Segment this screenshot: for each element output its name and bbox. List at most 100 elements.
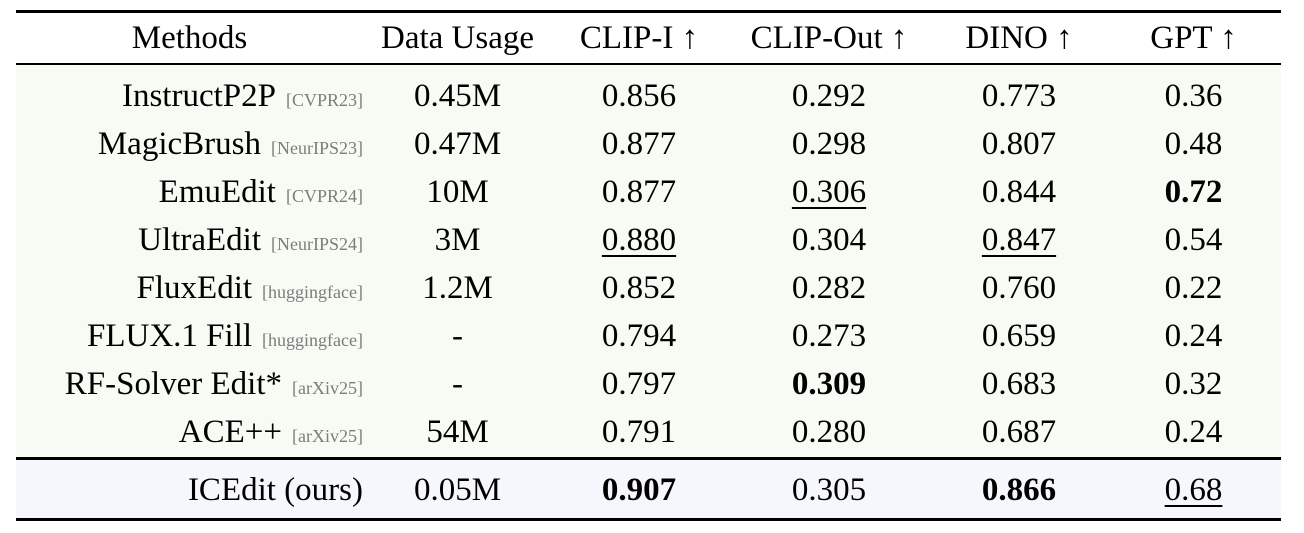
- venue-tag: [huggingface]: [262, 329, 363, 350]
- bottom-rule: [16, 518, 1281, 521]
- gpt-cell: 0.36: [1164, 77, 1223, 114]
- data-usage-cell: 54M: [426, 413, 489, 450]
- data-usage-cell: 0.47M: [413, 125, 502, 162]
- dino-cell: 0.760: [981, 269, 1057, 306]
- header-rule: [16, 63, 1281, 65]
- clip-i-cell: 0.877: [601, 173, 677, 210]
- method-cell: EmuEdit [CVPR24]: [16, 168, 363, 216]
- data-usage-cell: 0.45M: [413, 77, 502, 114]
- results-table: Methods Data Usage CLIP-I ↑ CLIP-Out ↑ D…: [16, 13, 1281, 516]
- best-value: 0.72: [1164, 173, 1223, 210]
- venue-tag: [CVPR24]: [285, 185, 363, 206]
- method-name: EmuEdit: [158, 173, 276, 210]
- method-cell: MagicBrush [NeurIPS23]: [16, 120, 363, 168]
- clip-i-cell: 0.877: [601, 125, 677, 162]
- clip-out-cell: 0.273: [791, 317, 867, 354]
- second-best-value: 0.847: [981, 221, 1057, 258]
- method-cell: ACE++ [arXiv25]: [16, 408, 363, 456]
- method-name: UltraEdit: [138, 221, 261, 258]
- gpt-cell: 0.72: [1106, 168, 1281, 216]
- gpt-cell: 0.22: [1164, 269, 1223, 306]
- gpt-cell: 0.68: [1106, 464, 1281, 516]
- second-best-value: 0.306: [791, 173, 867, 210]
- second-best-value: 0.68: [1164, 471, 1223, 508]
- clip-out-cell: 0.306: [726, 168, 932, 216]
- venue-tag: [NeurIPS24]: [271, 233, 363, 254]
- clip-out-cell: 0.309: [726, 360, 932, 408]
- header-clip-out: CLIP-Out ↑: [750, 19, 908, 56]
- ours-row: ICEdit (ours) 0.05M 0.907 0.305 0.866 0.…: [16, 464, 1281, 516]
- dino-cell: 0.807: [981, 125, 1057, 162]
- gpt-cell: 0.54: [1164, 221, 1223, 258]
- header-methods: Methods: [131, 19, 248, 56]
- header-dino: DINO ↑: [965, 19, 1073, 56]
- venue-tag: [arXiv25]: [292, 377, 363, 398]
- dino-cell: 0.659: [981, 317, 1057, 354]
- method-name: InstructP2P: [121, 77, 276, 114]
- data-usage-cell: 10M: [426, 173, 489, 210]
- method-cell: ICEdit (ours): [16, 464, 363, 516]
- method-cell: InstructP2P [CVPR23]: [16, 72, 363, 120]
- header-data-usage: Data Usage: [380, 19, 534, 56]
- table-row: FluxEdit [huggingface] 1.2M 0.852 0.282 0…: [16, 264, 1281, 312]
- clip-i-cell: 0.797: [601, 365, 677, 402]
- gpt-cell: 0.48: [1164, 125, 1223, 162]
- venue-tag: [NeurIPS23]: [271, 137, 363, 158]
- dino-cell: 0.773: [981, 77, 1057, 114]
- ours-row-background: [16, 460, 1281, 518]
- ours-separator-rule: [16, 457, 1281, 460]
- best-value: 0.309: [791, 365, 867, 402]
- dino-cell: 0.844: [981, 173, 1057, 210]
- method-name: ACE++: [178, 413, 283, 450]
- venue-tag: [CVPR23]: [285, 89, 363, 110]
- clip-out-cell: 0.298: [791, 125, 867, 162]
- clip-i-cell: 0.880: [552, 216, 726, 264]
- table-row: EmuEdit [CVPR24] 10M 0.877 0.306 0.844 0.…: [16, 168, 1281, 216]
- dino-cell: 0.683: [981, 365, 1057, 402]
- method-cell: UltraEdit [NeurIPS24]: [16, 216, 363, 264]
- clip-i-cell: 0.852: [601, 269, 677, 306]
- dino-cell: 0.847: [932, 216, 1106, 264]
- clip-out-cell: 0.304: [791, 221, 867, 258]
- clip-i-cell: 0.794: [601, 317, 677, 354]
- gpt-cell: 0.24: [1164, 413, 1223, 450]
- method-cell: FLUX.1 Fill [huggingface]: [16, 312, 363, 360]
- venue-tag: [huggingface]: [262, 281, 363, 302]
- baseline-rows-background: [16, 65, 1281, 457]
- table-row: FLUX.1 Fill [huggingface] - 0.794 0.273 0…: [16, 312, 1281, 360]
- method-cell: FluxEdit [huggingface]: [16, 264, 363, 312]
- clip-out-cell: 0.292: [791, 77, 867, 114]
- clip-out-cell: 0.280: [791, 413, 867, 450]
- dino-cell: 0.687: [981, 413, 1057, 450]
- table-row: InstructP2P [CVPR23] 0.45M 0.856 0.292 0.…: [16, 72, 1281, 120]
- method-name: MagicBrush: [97, 125, 261, 162]
- header-gpt: GPT ↑: [1150, 19, 1237, 56]
- table-row: UltraEdit [NeurIPS24] 3M 0.880 0.304 0.84…: [16, 216, 1281, 264]
- table-row: RF-Solver Edit* [arXiv25] - 0.797 0.309 0…: [16, 360, 1281, 408]
- table-row: MagicBrush [NeurIPS23] 0.47M 0.877 0.298 …: [16, 120, 1281, 168]
- gpt-cell: 0.24: [1164, 317, 1223, 354]
- data-usage-cell: 3M: [434, 221, 481, 258]
- method-name: ICEdit (ours): [187, 471, 363, 508]
- gpt-cell: 0.32: [1164, 365, 1223, 402]
- top-rule: [16, 10, 1281, 13]
- clip-out-cell: 0.282: [791, 269, 867, 306]
- dino-cell: 0.866: [932, 464, 1106, 516]
- data-usage-cell: 1.2M: [422, 269, 493, 306]
- method-name: RF-Solver Edit*: [64, 365, 283, 402]
- data-usage-cell: -: [452, 317, 463, 354]
- data-usage-cell: -: [452, 365, 463, 402]
- header-row: Methods Data Usage CLIP-I ↑ CLIP-Out ↑ D…: [16, 13, 1281, 63]
- data-usage-cell: 0.05M: [413, 471, 502, 508]
- method-cell: RF-Solver Edit* [arXiv25]: [16, 360, 363, 408]
- clip-i-cell: 0.856: [601, 77, 677, 114]
- clip-out-cell: 0.305: [791, 471, 867, 508]
- best-value: 0.907: [601, 471, 677, 508]
- second-best-value: 0.880: [601, 221, 677, 258]
- method-name: FluxEdit: [136, 269, 253, 306]
- header-clip-i: CLIP-I ↑: [579, 19, 699, 56]
- venue-tag: [arXiv25]: [292, 425, 363, 446]
- method-name: FLUX.1 Fill: [87, 317, 253, 354]
- clip-i-cell: 0.791: [601, 413, 677, 450]
- clip-i-cell: 0.907: [552, 464, 726, 516]
